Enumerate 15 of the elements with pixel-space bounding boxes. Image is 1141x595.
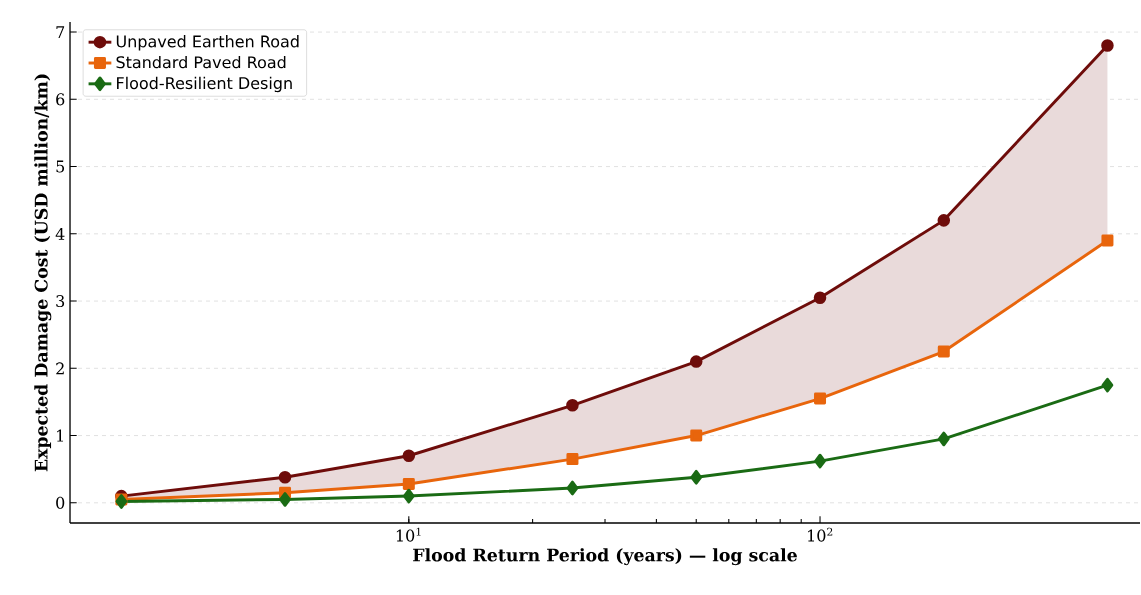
y-tick-label: 1 bbox=[57, 429, 64, 442]
y-tick-label: 2 bbox=[56, 362, 64, 375]
y-tick-label: 7 bbox=[56, 26, 65, 38]
x-tick-label: 10$^{2}$ bbox=[808, 527, 833, 542]
legend-label: Standard Paved Road bbox=[116, 55, 286, 69]
y-tick-label: 3 bbox=[56, 295, 65, 308]
y-tick-label: 0 bbox=[56, 496, 65, 509]
y-axis-title: Expected Damage Cost (USD million/km) bbox=[34, 74, 52, 472]
legend-label: Unpaved Earthen Road bbox=[116, 35, 299, 51]
y-tick-label: 4 bbox=[55, 227, 65, 240]
y-tick-label: 5 bbox=[56, 160, 65, 173]
x-axis-title: Flood Return Period (years) — log scale bbox=[413, 548, 797, 566]
y-tick-label: 6 bbox=[56, 93, 65, 106]
legend-label: Flood-Resilient Design bbox=[117, 76, 292, 93]
x-tick-label: 10$^{1}$ bbox=[396, 527, 421, 542]
